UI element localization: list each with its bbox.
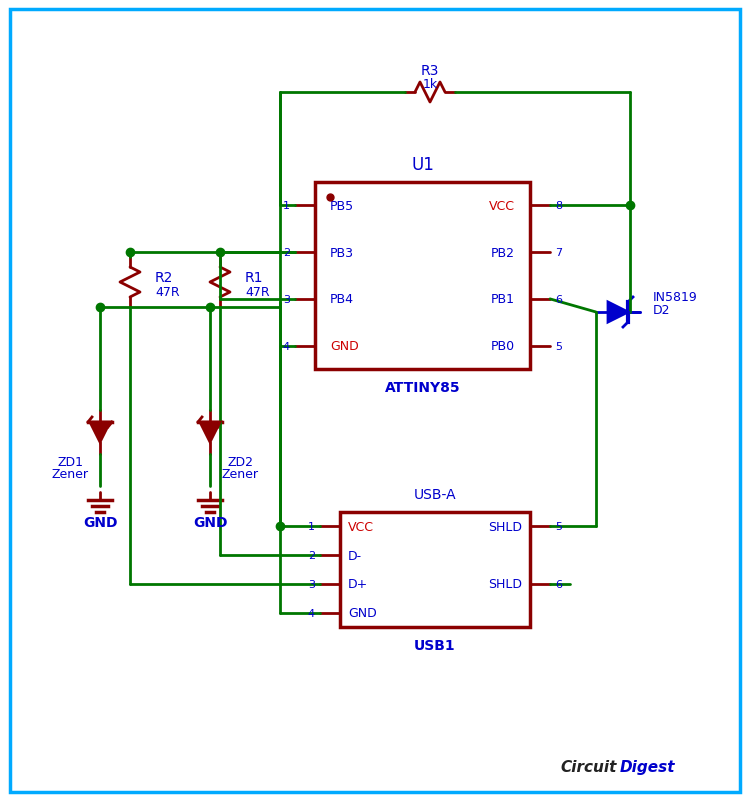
Text: PB2: PB2 — [491, 246, 515, 259]
Text: U1: U1 — [411, 156, 434, 174]
Bar — [315, 183, 530, 370]
Text: 4: 4 — [308, 608, 315, 618]
Text: VCC: VCC — [348, 520, 374, 533]
Text: 47R: 47R — [155, 286, 180, 299]
Text: 5: 5 — [555, 522, 562, 532]
Text: 1: 1 — [308, 522, 315, 532]
Polygon shape — [200, 423, 220, 443]
Text: D-: D- — [348, 549, 362, 562]
Text: 1: 1 — [283, 201, 290, 211]
Text: Digest: Digest — [620, 759, 676, 775]
Text: SHLD: SHLD — [488, 577, 522, 590]
Text: GND: GND — [193, 516, 227, 529]
Text: 7: 7 — [555, 248, 562, 257]
Text: Circuit: Circuit — [560, 759, 616, 775]
Text: 6: 6 — [555, 294, 562, 305]
Text: 47R: 47R — [245, 286, 270, 299]
Text: USB-A: USB-A — [414, 488, 456, 501]
Text: 1k: 1k — [422, 78, 437, 91]
Text: R3: R3 — [421, 64, 440, 78]
Text: 6: 6 — [555, 579, 562, 589]
Text: 2: 2 — [308, 550, 315, 561]
Polygon shape — [608, 302, 628, 322]
Text: PB0: PB0 — [490, 340, 515, 353]
Text: ATTINY85: ATTINY85 — [385, 380, 460, 395]
Text: PB4: PB4 — [330, 293, 354, 306]
Text: GND: GND — [348, 606, 376, 619]
Text: R1: R1 — [245, 270, 263, 285]
Text: PB3: PB3 — [330, 246, 354, 259]
Text: R2: R2 — [155, 270, 173, 285]
Text: D2: D2 — [653, 304, 670, 317]
Text: ZD2: ZD2 — [227, 456, 253, 469]
Text: PB1: PB1 — [491, 293, 515, 306]
Text: 5: 5 — [555, 341, 562, 351]
Bar — [340, 512, 530, 627]
Text: GND: GND — [82, 516, 117, 529]
Text: 2: 2 — [283, 248, 290, 257]
Text: GND: GND — [330, 340, 358, 353]
Text: 3: 3 — [283, 294, 290, 305]
Text: 3: 3 — [308, 579, 315, 589]
Polygon shape — [90, 423, 110, 443]
Text: 4: 4 — [283, 341, 290, 351]
Text: USB1: USB1 — [414, 638, 456, 652]
Text: ZD1: ZD1 — [57, 456, 83, 469]
Text: 8: 8 — [555, 201, 562, 211]
Text: Zener: Zener — [221, 468, 259, 481]
Text: Zener: Zener — [52, 468, 88, 481]
Text: PB5: PB5 — [330, 200, 354, 213]
Text: IN5819: IN5819 — [653, 291, 698, 304]
Text: D+: D+ — [348, 577, 368, 590]
Text: VCC: VCC — [489, 200, 515, 213]
Text: SHLD: SHLD — [488, 520, 522, 533]
